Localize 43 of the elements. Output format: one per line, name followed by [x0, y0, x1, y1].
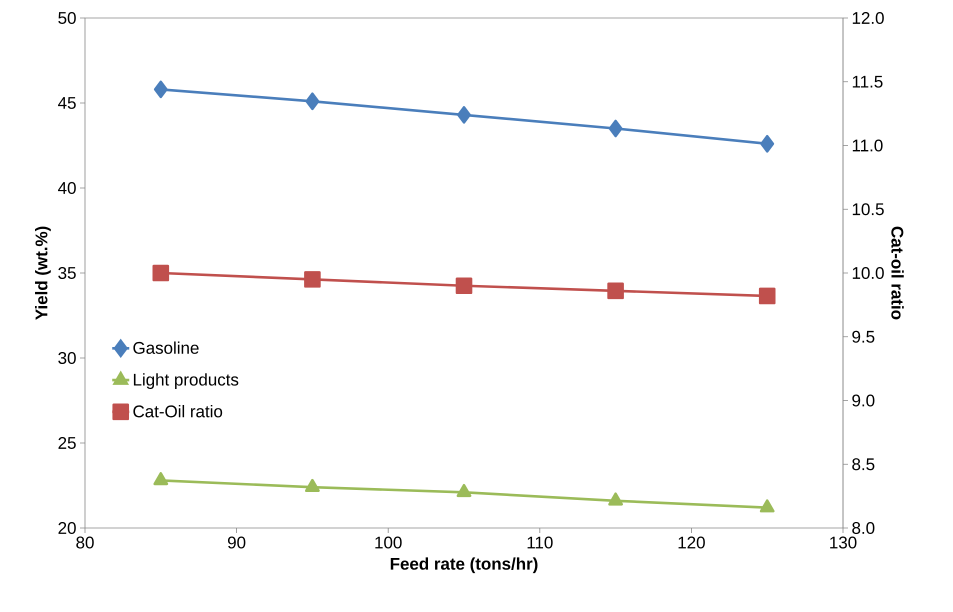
point [153, 472, 168, 486]
y2-tick-label: 9.0 [852, 394, 874, 406]
x-axis-title: Feed rate (tons/hr) [390, 557, 538, 574]
y-tick-label: 40 [58, 182, 76, 194]
x-tick-label: 120 [678, 536, 705, 549]
x-tick-label: 90 [228, 536, 246, 549]
y-tick-label: 30 [58, 352, 76, 364]
y2-tick-label: 12.0 [852, 12, 884, 24]
point [456, 484, 472, 498]
point [760, 134, 774, 153]
y-tick-label: 45 [58, 97, 76, 109]
legend-label: Cat-Oil ratio [133, 404, 222, 418]
point [457, 106, 471, 124]
point [758, 288, 776, 304]
point [608, 492, 623, 506]
point [154, 80, 168, 98]
y2-tick-label: 9.5 [852, 330, 874, 343]
y2-tick-label: 10.0 [852, 267, 884, 279]
y2-tick-label: 10.5 [852, 203, 884, 216]
y2-tick-label: 8.5 [852, 458, 874, 470]
y-axis-title: Yield (wt.%) [35, 226, 51, 320]
y2-tick-label: 11.0 [852, 140, 883, 152]
x-tick-label: 80 [76, 536, 94, 549]
point [760, 499, 775, 512]
point [305, 478, 320, 492]
legend-label: Gasoline [133, 341, 199, 354]
point [608, 120, 623, 138]
x-tick-label: 110 [528, 536, 553, 549]
point [456, 277, 472, 294]
y-tick-label: 35 [58, 267, 76, 279]
y-tick-label: 20 [58, 522, 76, 534]
point [607, 282, 624, 300]
y-tick-label: 50 [58, 12, 76, 24]
x-tick-label: 100 [375, 536, 402, 549]
y-tick-label: 25 [58, 437, 76, 449]
x-tick-label: 130 [830, 536, 856, 549]
y2-tick-label: 8.0 [852, 522, 874, 534]
point [305, 92, 320, 110]
y2-tick-label: 11.5 [852, 76, 883, 88]
point [304, 271, 321, 288]
legend-label: Light products [134, 373, 238, 390]
point [152, 264, 170, 282]
y2-axis-title: Cat-oil ratio [891, 226, 904, 320]
